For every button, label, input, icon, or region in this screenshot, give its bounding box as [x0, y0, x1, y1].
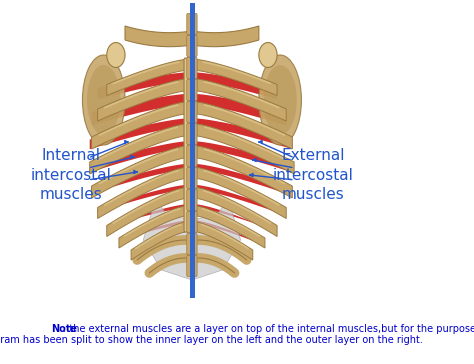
Ellipse shape: [107, 43, 125, 67]
FancyBboxPatch shape: [187, 167, 197, 189]
Polygon shape: [197, 124, 294, 174]
Polygon shape: [197, 59, 277, 95]
Polygon shape: [107, 205, 185, 227]
Polygon shape: [197, 222, 253, 260]
Polygon shape: [131, 222, 185, 260]
Polygon shape: [197, 72, 277, 99]
FancyBboxPatch shape: [187, 36, 197, 56]
FancyBboxPatch shape: [187, 190, 197, 210]
Polygon shape: [91, 94, 185, 126]
Polygon shape: [197, 102, 292, 149]
Polygon shape: [192, 26, 259, 47]
Polygon shape: [90, 124, 185, 174]
Text: : the external muscles are a layer on top of the internal muscles,but for the pu: : the external muscles are a layer on to…: [63, 324, 474, 334]
Polygon shape: [91, 102, 185, 149]
Polygon shape: [197, 167, 286, 218]
FancyBboxPatch shape: [187, 79, 197, 100]
FancyBboxPatch shape: [187, 256, 197, 277]
Polygon shape: [98, 79, 185, 121]
Polygon shape: [98, 72, 185, 99]
Polygon shape: [98, 167, 185, 218]
FancyBboxPatch shape: [187, 233, 197, 254]
Text: Note: Note: [51, 324, 77, 334]
FancyBboxPatch shape: [187, 13, 197, 35]
FancyBboxPatch shape: [187, 102, 197, 123]
Text: Internal
intercostal
muscles: Internal intercostal muscles: [30, 148, 111, 202]
FancyBboxPatch shape: [187, 123, 197, 145]
Polygon shape: [197, 79, 286, 121]
Polygon shape: [197, 221, 253, 241]
Polygon shape: [91, 164, 185, 194]
Polygon shape: [119, 221, 185, 241]
Polygon shape: [143, 200, 241, 280]
Ellipse shape: [259, 43, 277, 67]
Polygon shape: [197, 146, 292, 198]
Polygon shape: [197, 205, 265, 227]
Polygon shape: [125, 26, 192, 47]
Polygon shape: [107, 59, 185, 95]
Polygon shape: [197, 164, 286, 194]
Ellipse shape: [87, 65, 120, 135]
FancyBboxPatch shape: [187, 58, 197, 79]
Polygon shape: [107, 187, 185, 237]
Polygon shape: [98, 185, 185, 213]
Text: External
intercostal
muscles: External intercostal muscles: [273, 148, 354, 202]
FancyBboxPatch shape: [187, 211, 197, 233]
Ellipse shape: [264, 65, 297, 135]
Polygon shape: [197, 185, 277, 213]
Ellipse shape: [82, 55, 125, 145]
Polygon shape: [197, 119, 292, 149]
FancyBboxPatch shape: [187, 146, 197, 166]
Polygon shape: [119, 206, 185, 248]
Polygon shape: [90, 141, 185, 173]
Polygon shape: [197, 141, 292, 173]
Ellipse shape: [259, 55, 301, 145]
Text: the diagram has been split to show the inner layer on the left and the outer lay: the diagram has been split to show the i…: [0, 335, 423, 345]
Polygon shape: [90, 119, 185, 149]
Polygon shape: [197, 206, 265, 248]
Polygon shape: [91, 146, 185, 198]
FancyBboxPatch shape: [184, 58, 196, 232]
Polygon shape: [197, 94, 286, 126]
Polygon shape: [197, 187, 277, 237]
